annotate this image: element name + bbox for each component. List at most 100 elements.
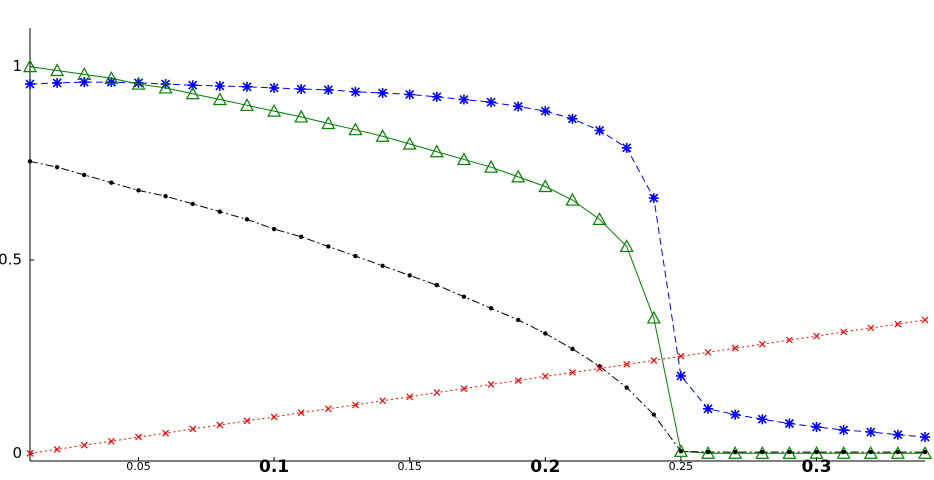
marker [406, 393, 414, 401]
x-tick-label: 0.2 [530, 457, 560, 477]
marker [190, 201, 195, 207]
marker [809, 446, 824, 459]
marker [270, 413, 278, 421]
x-tick-label: 0.1 [259, 457, 289, 477]
marker [27, 159, 33, 164]
marker [487, 381, 495, 388]
marker [104, 71, 119, 84]
x-tick-label: 0.25 [669, 460, 694, 473]
marker [22, 59, 38, 73]
marker [728, 446, 743, 459]
marker [732, 449, 738, 455]
marker [567, 113, 578, 124]
marker [379, 397, 387, 405]
marker [784, 418, 795, 429]
marker [814, 449, 819, 455]
marker [433, 389, 441, 396]
marker [705, 449, 711, 455]
marker [131, 76, 146, 90]
series-line [29, 160, 925, 453]
marker [163, 193, 168, 199]
marker [352, 401, 359, 409]
marker [594, 125, 605, 136]
marker [267, 103, 282, 117]
marker [623, 360, 631, 368]
marker [840, 328, 848, 336]
marker [838, 425, 849, 436]
marker [241, 81, 252, 92]
marker [514, 377, 522, 385]
marker [136, 188, 141, 193]
marker [730, 409, 741, 420]
marker [703, 403, 714, 414]
marker [785, 336, 793, 344]
marker [297, 409, 305, 417]
marker [243, 417, 251, 425]
marker [841, 449, 846, 455]
marker [187, 80, 198, 91]
marker [214, 80, 225, 91]
marker [239, 98, 254, 111]
marker [377, 87, 388, 98]
marker [541, 372, 549, 380]
marker [299, 234, 304, 239]
marker [460, 385, 468, 393]
marker [244, 217, 250, 222]
marker [25, 79, 35, 90]
marker [868, 449, 873, 455]
marker [429, 144, 444, 158]
marker [486, 97, 497, 108]
marker [107, 437, 115, 445]
marker [894, 320, 902, 328]
x-tick-label: 0.05 [126, 460, 151, 473]
marker [434, 282, 440, 288]
x-tick-label: 0.15 [397, 460, 422, 473]
marker [79, 77, 90, 88]
marker [50, 63, 65, 77]
marker [380, 263, 385, 268]
marker [348, 122, 363, 136]
marker [109, 180, 114, 185]
marker [461, 294, 467, 299]
series-line [29, 81, 926, 438]
x-tick-label: 0.3 [801, 457, 831, 477]
marker [755, 446, 770, 459]
marker [189, 425, 197, 433]
marker [80, 441, 88, 449]
marker [402, 136, 417, 150]
marker [621, 142, 632, 153]
marker [836, 446, 851, 459]
marker [212, 92, 227, 106]
marker [675, 370, 686, 381]
marker [646, 310, 661, 324]
marker [106, 77, 117, 88]
marker [538, 179, 553, 193]
marker [678, 449, 684, 454]
marker [54, 164, 60, 170]
marker [456, 152, 471, 166]
marker [568, 369, 576, 376]
marker [26, 449, 34, 457]
marker [921, 316, 929, 324]
marker [513, 101, 524, 112]
marker [619, 239, 634, 253]
marker [570, 346, 575, 352]
marker [867, 324, 875, 332]
marker [701, 446, 716, 459]
marker [757, 414, 768, 425]
marker [407, 273, 412, 278]
marker [892, 429, 903, 440]
marker [53, 445, 61, 453]
marker [296, 84, 307, 95]
marker [158, 80, 173, 94]
marker [52, 77, 63, 88]
y-tick-label: 1 [12, 57, 22, 75]
marker [217, 209, 223, 214]
marker [77, 67, 92, 80]
marker [431, 91, 442, 102]
marker [185, 86, 200, 100]
marker [758, 340, 766, 348]
marker [677, 352, 685, 360]
y-tick-label: 0.5 [0, 250, 22, 268]
